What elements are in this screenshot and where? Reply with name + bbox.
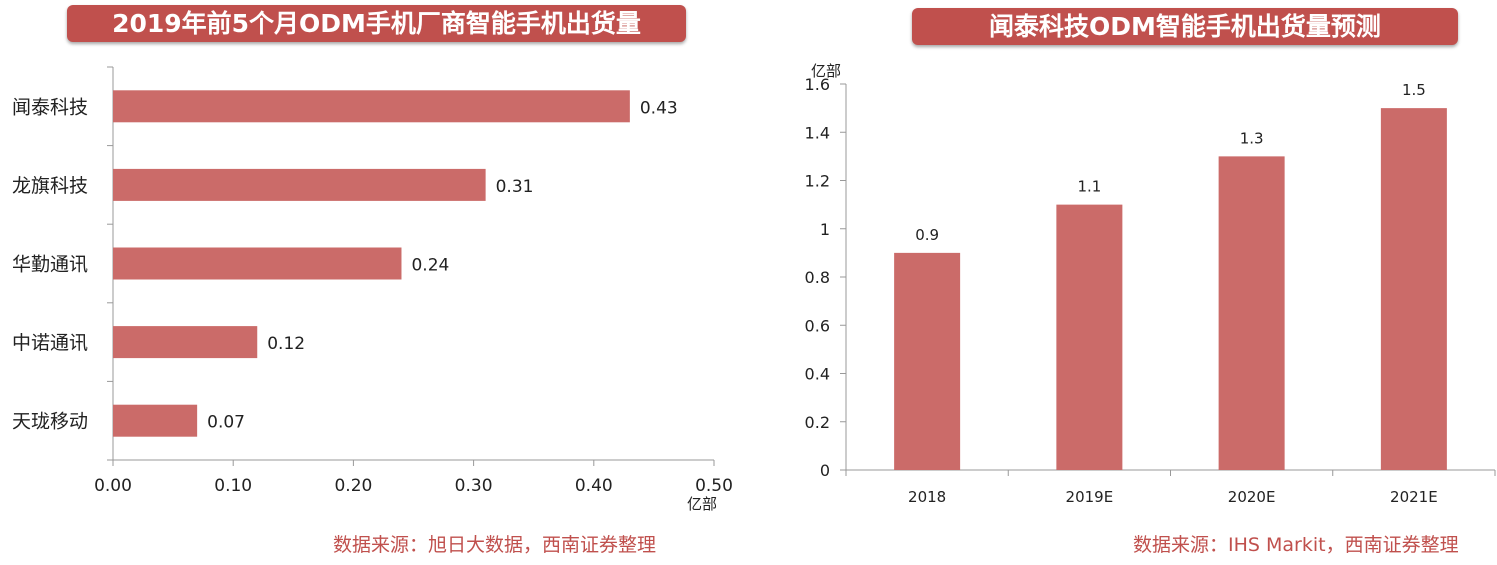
category-label: 2021E	[1390, 488, 1438, 506]
right-source-note: 数据来源：IHS Markit，西南证券整理	[1133, 534, 1459, 556]
x-tick-label: 0.20	[334, 476, 372, 496]
x-tick-label: 0.40	[575, 476, 613, 496]
y-tick-label: 0.8	[805, 268, 830, 287]
y-axis-label: 亿部	[811, 62, 841, 80]
right-chart-panel: 闻泰科技ODM智能手机出货量预测 0 0.2 0.4 0.6 0.8 1 1.2 1.4 1.6…	[760, 0, 1497, 565]
y-tick-label: 1.6	[805, 75, 830, 94]
category-label: 2018	[908, 488, 946, 506]
data-label: 0.07	[207, 413, 245, 433]
category-label: 中诺通讯	[12, 332, 88, 354]
data-label: 1.1	[1077, 178, 1101, 196]
y-tick-label: 1.4	[805, 123, 830, 142]
data-label: 0.31	[496, 177, 534, 197]
left-source-note: 数据来源：旭日大数据，西南证券整理	[333, 534, 657, 556]
y-tick-label: 0.2	[805, 413, 830, 432]
bar	[113, 326, 258, 359]
y-tick-label: 0	[820, 461, 830, 480]
bar	[1218, 156, 1285, 470]
x-tick-label: 0.10	[214, 476, 252, 496]
bar	[113, 404, 198, 437]
data-label: 0.43	[640, 98, 678, 118]
x-tick-label: 0.30	[455, 476, 493, 496]
x-tick-label: 0.50	[695, 476, 733, 496]
left-chart-title: 2019年前5个月ODM手机厂商智能手机出货量	[67, 5, 686, 42]
category-label: 闻泰科技	[12, 96, 88, 118]
data-label: 0.24	[411, 256, 449, 276]
y-tick-label: 1	[820, 220, 830, 239]
x-axis-label: 亿部	[687, 495, 717, 513]
bar	[1380, 108, 1447, 470]
y-tick-label: 1.2	[805, 172, 830, 191]
bar	[113, 168, 486, 201]
bar	[894, 252, 961, 470]
category-label: 天珑移动	[12, 411, 88, 433]
data-label: 1.3	[1240, 129, 1264, 147]
category-label: 2020E	[1228, 488, 1276, 506]
bar	[113, 90, 630, 123]
left-chart-panel: 2019年前5个月ODM手机厂商智能手机出货量 0.00 0.10 0.20 0.30…	[12, 5, 733, 556]
category-label: 2019E	[1066, 488, 1114, 506]
data-label: 0.12	[267, 334, 305, 354]
bar	[113, 247, 402, 280]
data-label: 1.5	[1402, 81, 1426, 99]
y-tick-label: 0.4	[805, 365, 830, 384]
y-tick-label: 0.6	[805, 316, 830, 335]
category-label: 龙旗科技	[12, 175, 88, 197]
category-label: 华勤通讯	[12, 254, 88, 276]
data-label: 0.9	[915, 226, 939, 244]
x-tick-label: 0.00	[94, 476, 132, 496]
right-bar-chart: 0 0.2 0.4 0.6 0.8 1 1.2 1.4 1.6亿部 2018 0.9 2019E 1.1…	[805, 62, 1496, 506]
bar	[1056, 204, 1123, 470]
right-chart-title: 闻泰科技ODM智能手机出货量预测	[912, 8, 1458, 45]
